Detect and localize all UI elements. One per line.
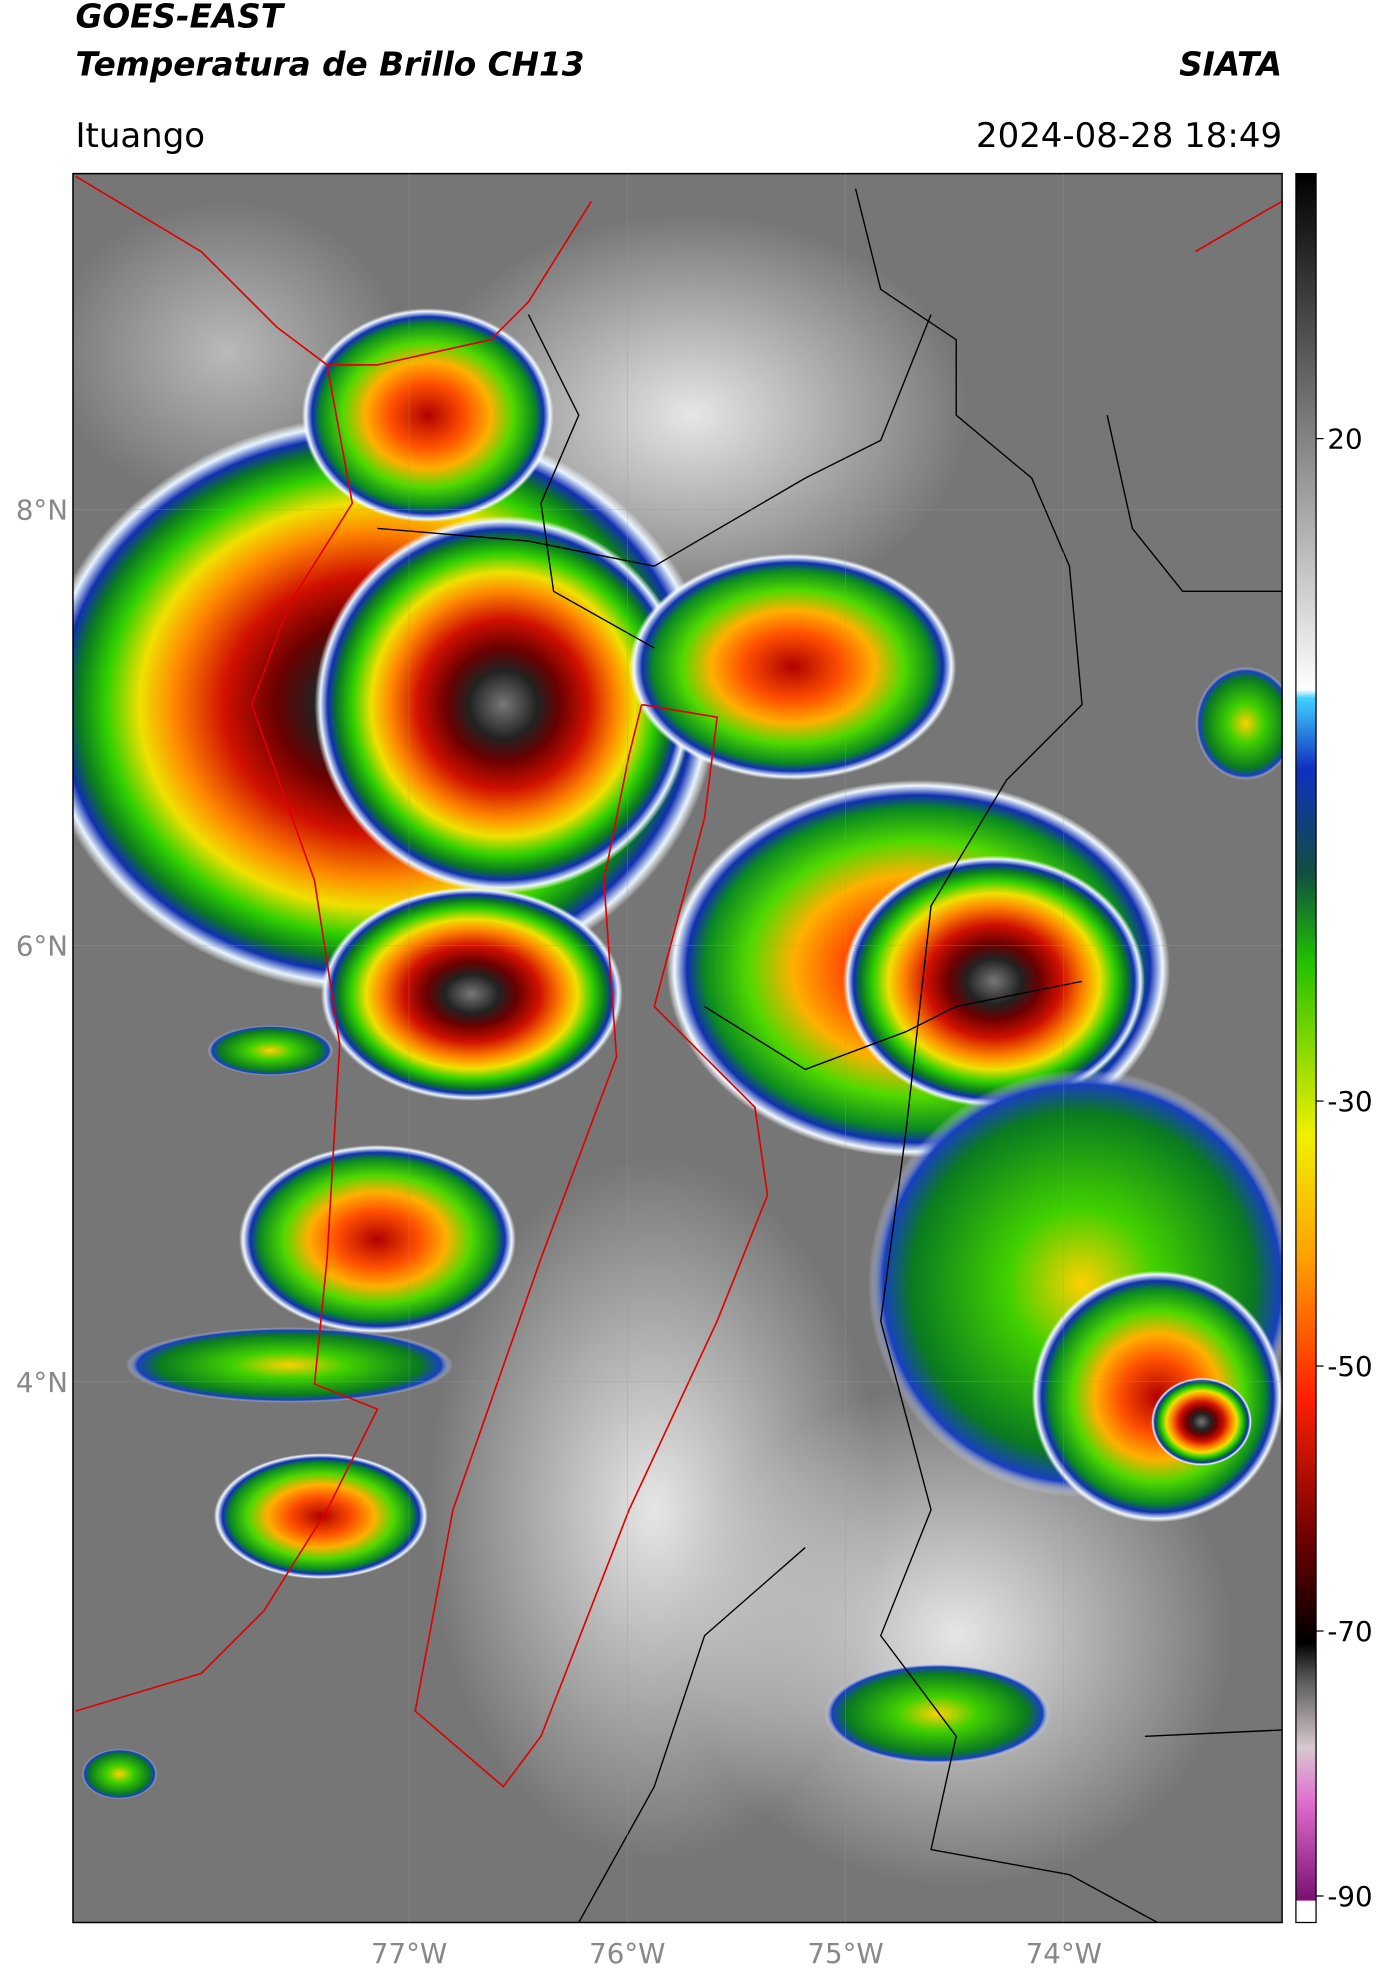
title: GOES-EAST <box>75 0 285 36</box>
y-tick-label: 6°N <box>16 930 68 963</box>
x-tick-label: 76°W <box>589 1937 665 1970</box>
x-tick-label: 77°W <box>371 1937 447 1970</box>
map-frame <box>72 172 1283 1924</box>
colorbar-tick-label: -70 <box>1327 1615 1372 1648</box>
datetime: 2024-08-28 18:49 <box>976 116 1282 156</box>
colorbar-tick-label: 20 <box>1327 423 1362 456</box>
map-image <box>72 173 1283 1923</box>
y-tick-label: 8°N <box>16 494 68 527</box>
x-tick-label: 74°W <box>1026 1937 1102 1970</box>
y-tick-label: 4°N <box>16 1366 68 1399</box>
x-tick-label: 75°W <box>807 1937 883 1970</box>
colorbar-tick-label: -50 <box>1327 1350 1372 1383</box>
colorbar <box>1295 172 1317 1924</box>
colorbar-tick-label: -30 <box>1327 1085 1372 1118</box>
brand: SIATA <box>1179 45 1282 83</box>
colorbar-tick-label: -90 <box>1327 1880 1372 1913</box>
region: Ituango <box>75 116 205 156</box>
subtitle: Temperatura de Brillo CH13 <box>75 45 584 83</box>
